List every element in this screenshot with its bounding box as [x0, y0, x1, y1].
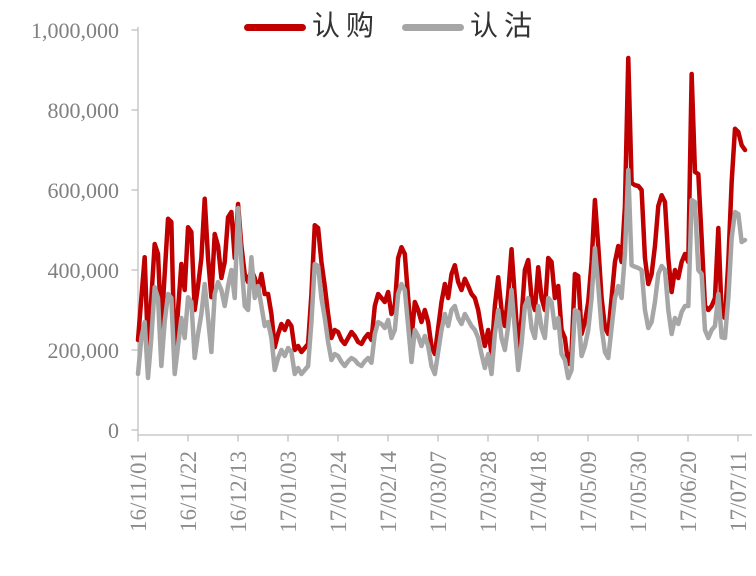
y-axis-tick-label: 600,000: [48, 178, 120, 203]
x-axis-tick-label: 17/02/14: [376, 451, 401, 533]
chart-legend: 认购 认沽: [244, 13, 538, 41]
y-axis-tick-label: 200,000: [48, 338, 120, 363]
x-axis-tick-label: 17/05/30: [626, 451, 651, 533]
y-axis-tick-label: 400,000: [48, 258, 120, 283]
x-axis-tick-label: 17/03/07: [426, 451, 451, 533]
x-axis-tick-label: 16/12/13: [226, 451, 251, 533]
put-series-line: [135, 167, 748, 381]
call-series-line-marker: [244, 23, 306, 31]
x-axis-tick-label: 16/11/01: [126, 451, 151, 532]
put-series-legend-label: 认沽: [470, 11, 539, 42]
x-axis-tick-label: 17/01/24: [326, 451, 351, 533]
x-axis-tick-label: 17/07/11: [726, 451, 751, 532]
y-axis-tick-label: 1,000,000: [31, 18, 119, 43]
x-axis-tick-label: 17/06/20: [676, 451, 701, 533]
y-axis-tick-label: 800,000: [48, 98, 120, 123]
put-series-line-marker: [402, 23, 465, 31]
legend-item-call: 认购: [244, 13, 380, 41]
x-axis-tick-label: 16/11/22: [176, 451, 201, 532]
call-series-legend-label: 认购: [312, 11, 381, 42]
y-axis-tick-label: 0: [108, 418, 119, 443]
x-axis-tick-label: 17/01/03: [276, 451, 301, 533]
legend-item-put: 认沽: [402, 13, 538, 41]
x-axis-tick-label: 17/03/28: [476, 451, 501, 533]
x-axis-tick-label: 17/05/09: [576, 451, 601, 533]
x-axis-tick-label: 17/04/18: [526, 451, 551, 533]
